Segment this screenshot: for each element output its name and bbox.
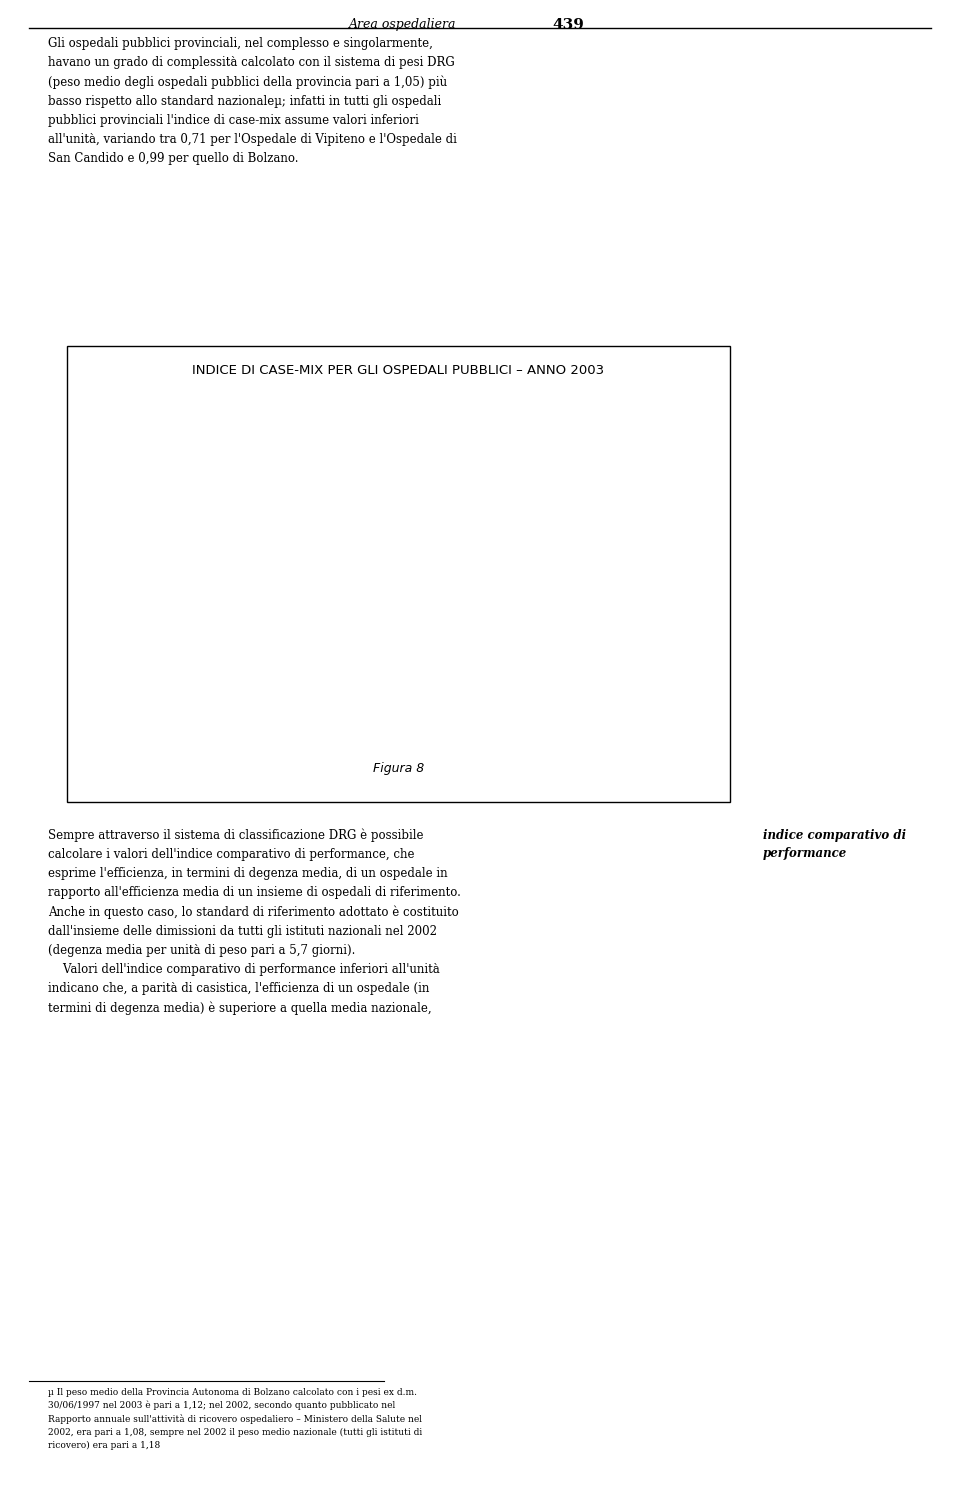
Text: pubblici: pubblici	[478, 455, 531, 468]
Bar	[312, 505, 366, 735]
Text: 0,706: 0,706	[658, 541, 689, 550]
Bar	[144, 482, 199, 735]
Text: 0,886: 0,886	[531, 455, 570, 468]
Text: 0,992: 0,992	[156, 467, 187, 477]
Text: Figura 8: Figura 8	[372, 762, 424, 775]
Bar	[563, 555, 617, 735]
Text: Area ospedaliera: Area ospedaliera	[349, 18, 457, 31]
Text: µ Il peso medio della Provincia Autonoma di Bolzano calcolato con i pesi ex d.m.: µ Il peso medio della Provincia Autonoma…	[48, 1388, 422, 1449]
Text: indice comparativo di
performance: indice comparativo di performance	[763, 829, 906, 860]
Bar	[228, 505, 282, 735]
Text: Sempre attraverso il sistema di classificazione DRG è possibile
calcolare i valo: Sempre attraverso il sistema di classifi…	[48, 829, 461, 1015]
Text: 439: 439	[552, 18, 584, 31]
Bar	[479, 543, 533, 735]
Text: 0,705: 0,705	[574, 541, 606, 550]
Text: 0,747: 0,747	[406, 529, 439, 540]
Bar	[646, 555, 701, 735]
Text: 0,754: 0,754	[491, 528, 522, 538]
Text: Gli ospedali pubblici provinciali, nel complesso e singolarmente,
havano un grad: Gli ospedali pubblici provinciali, nel c…	[48, 37, 457, 166]
Text: 0,895: 0,895	[323, 492, 354, 502]
Text: INDICE DI CASE-MIX PER GLI OSPEDALI PUBBLICI – ANNO 2003: INDICE DI CASE-MIX PER GLI OSPEDALI PUBB…	[192, 364, 605, 377]
Text: media osp.: media osp.	[496, 435, 565, 449]
Text: 0,898: 0,898	[239, 492, 271, 501]
Bar	[396, 544, 449, 735]
